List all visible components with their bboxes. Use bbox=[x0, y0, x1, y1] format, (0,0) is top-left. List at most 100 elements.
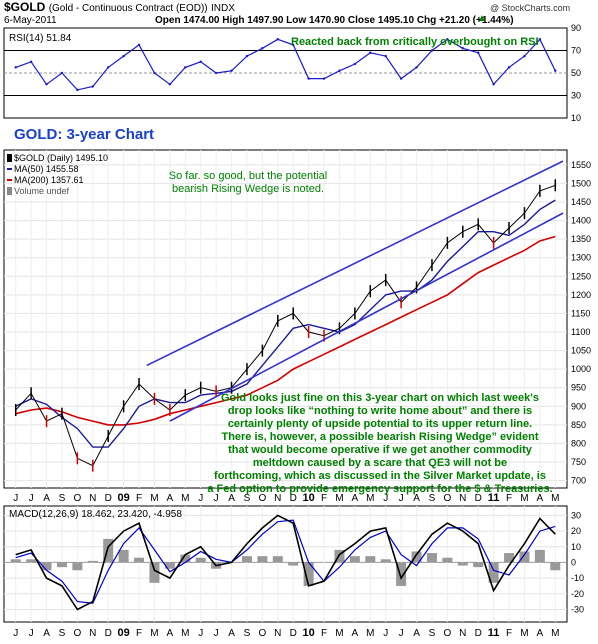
macd-histogram-bar bbox=[134, 557, 145, 563]
x-axis-label-lower: A bbox=[537, 628, 544, 639]
macd-label: MACD(12,26,9) 18.462, 23.420, -4.958 bbox=[9, 509, 182, 520]
x-axis-label-upper: A bbox=[228, 493, 235, 504]
price-tick-label: 1100 bbox=[571, 327, 590, 337]
x-axis-label-upper: S bbox=[59, 493, 66, 504]
x-axis-label-lower: F bbox=[321, 628, 327, 639]
price-panel-frame bbox=[3, 149, 568, 489]
macd-histogram-bar bbox=[118, 549, 129, 563]
trend-lines bbox=[146, 160, 564, 422]
x-axis-label-upper: D bbox=[475, 493, 482, 504]
price-tick-label: 1350 bbox=[571, 234, 591, 244]
x-axis-label-lower: S bbox=[429, 628, 436, 639]
price-tick-label: 1050 bbox=[571, 346, 591, 356]
macd-histogram-bar bbox=[534, 549, 545, 563]
rsi-point bbox=[14, 66, 17, 69]
x-axis-label-lower: F bbox=[506, 628, 512, 639]
legend-ma200: MA(200) 1357.61 bbox=[14, 175, 84, 185]
rsi-point bbox=[91, 85, 94, 88]
macd-histogram-bar bbox=[195, 557, 206, 563]
x-axis-label-upper: J bbox=[198, 493, 203, 504]
rsi-tick-label: 70 bbox=[571, 46, 581, 56]
rsi-point bbox=[384, 54, 387, 58]
macd-tick-label: 30 bbox=[571, 510, 581, 520]
x-axis-label-lower: J bbox=[198, 628, 203, 639]
annotation-bottom-line-8: a Fed option to provide emergency suppor… bbox=[207, 483, 552, 495]
price-tick-label: 1400 bbox=[571, 216, 591, 226]
price-series bbox=[14, 179, 557, 472]
x-axis-label-upper: M bbox=[150, 493, 158, 504]
macd-histogram-bar bbox=[87, 560, 98, 563]
x-axis-label-lower: M bbox=[520, 628, 528, 639]
x-axis-label-lower: J bbox=[383, 628, 388, 639]
x-axis-label-lower: D bbox=[475, 628, 482, 639]
rsi-point bbox=[29, 60, 33, 63]
rsi-point bbox=[446, 38, 449, 41]
price-tick-label: 1550 bbox=[571, 160, 591, 170]
x-axis-label-lower: N bbox=[459, 628, 466, 639]
macd-tick-label: -20 bbox=[571, 589, 584, 599]
chart-date: 6-May-2011 bbox=[4, 15, 57, 26]
x-axis-label-lower: M bbox=[551, 628, 559, 639]
x-axis-label-lower: D bbox=[105, 628, 112, 639]
x-axis-label-lower: M bbox=[181, 628, 189, 639]
x-axis-label-lower: O bbox=[443, 628, 451, 639]
x-axis-label-lower: J bbox=[29, 628, 34, 639]
rsi-point bbox=[137, 43, 141, 47]
symbol-name: (Gold - Continuous Contract (EOD)) bbox=[48, 3, 208, 14]
legend-price-swatch bbox=[7, 154, 12, 162]
price-tick-label: 950 bbox=[571, 383, 586, 393]
rsi-point bbox=[230, 69, 233, 72]
macd-panel-frame bbox=[3, 505, 568, 623]
price-tick-label: 1300 bbox=[571, 253, 591, 263]
x-axis-label-lower: D bbox=[290, 628, 297, 639]
macd-histogram-bar bbox=[41, 562, 52, 571]
x-axis-label-upper: J bbox=[214, 493, 219, 504]
price-tick-label: 850 bbox=[571, 420, 586, 430]
x-axis-label-lower: M bbox=[366, 628, 374, 639]
rsi-point bbox=[538, 38, 542, 41]
price-tick-label: 1450 bbox=[571, 197, 591, 207]
rsi-point bbox=[45, 83, 48, 86]
x-axis-label-upper: S bbox=[244, 493, 251, 504]
rsi-point bbox=[477, 51, 480, 54]
rsi-tick-label: 50 bbox=[571, 68, 581, 78]
macd-histogram-bar bbox=[56, 562, 67, 568]
macd-histogram-bar bbox=[426, 553, 437, 563]
rsi-annotation: Reacted back from critically overbought … bbox=[291, 36, 539, 48]
price-grid bbox=[4, 150, 567, 488]
x-axis-labels: JJJJAASSOONNDD0909FFMMAAMMJJJJAASSOONNDD… bbox=[13, 492, 559, 639]
price-tick-label: 1500 bbox=[571, 178, 591, 188]
x-axis-label-upper: F bbox=[506, 493, 512, 504]
macd-line bbox=[15, 514, 556, 611]
rsi-point bbox=[76, 88, 79, 92]
price-tick-label: 1150 bbox=[571, 308, 590, 318]
annotation-bottom-line-4: There is, however, a possible bearish Ri… bbox=[221, 431, 538, 443]
rsi-point bbox=[461, 47, 464, 50]
wedge-lower-line bbox=[169, 212, 564, 422]
watermark: @ StockCharts.com bbox=[490, 3, 571, 13]
macd-tick-label: 20 bbox=[571, 526, 581, 536]
annotation-bottom-line-7: forthcoming, which as discussed in the S… bbox=[214, 470, 546, 482]
x-axis-label-upper: D bbox=[290, 493, 297, 504]
rsi-point bbox=[153, 71, 156, 75]
ma200-line bbox=[15, 235, 556, 426]
price-tick-label: 1250 bbox=[571, 271, 591, 281]
macd-tick-label: 10 bbox=[571, 542, 581, 552]
annotation-top-line-1: So far. so good, but the potential bbox=[169, 170, 327, 182]
macd-tick-label: -10 bbox=[571, 573, 584, 583]
rsi-point bbox=[261, 47, 264, 50]
rsi-point bbox=[245, 54, 249, 58]
macd-histogram-bar bbox=[26, 559, 37, 563]
rsi-tick-label: 10 bbox=[571, 113, 581, 123]
macd-histogram-bar bbox=[411, 551, 422, 563]
x-axis-label-upper: O bbox=[258, 493, 266, 504]
macd-histogram-bar bbox=[272, 556, 283, 563]
macd-histogram-bar bbox=[72, 562, 83, 571]
rsi-point bbox=[369, 51, 372, 54]
macd-histogram-bar bbox=[149, 562, 160, 583]
macd-histogram-bar bbox=[442, 557, 453, 563]
macd-histogram-bar bbox=[303, 562, 314, 586]
macd-histogram-bar bbox=[380, 559, 391, 563]
y-axis-ticks: 90 70 50 30 10 1550 1500 1450 1400 1350 1300 1250 12… bbox=[571, 23, 591, 614]
